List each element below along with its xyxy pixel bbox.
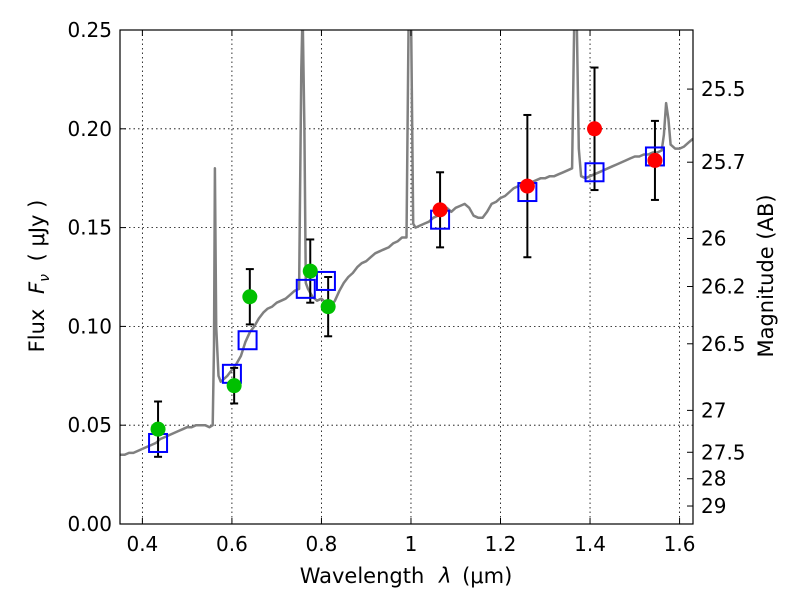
x-tick-label: 0.8: [306, 532, 338, 556]
x-tick-label: 1.2: [485, 532, 517, 556]
model-square-marker: [584, 162, 605, 183]
x-tick-label: 0.4: [126, 532, 158, 556]
observed-point: [519, 178, 535, 194]
y-tick-label: 0.15: [67, 216, 112, 240]
magnitude-tick-label: 25.7: [701, 150, 746, 174]
plot-frame: [119, 29, 694, 525]
x-tick-label: 0.6: [216, 532, 248, 556]
y-tick-label: 0.00: [67, 512, 112, 536]
plot-area: [120, 30, 693, 458]
observed-point: [587, 121, 603, 137]
observed-point: [432, 202, 448, 218]
y-tick-label: 0.25: [67, 18, 112, 42]
magnitude-axis-ticks: 25.5 25.7 26 26.2 26.5 27 27.5 28 29: [687, 77, 746, 518]
magnitude-tick-label: 26.2: [701, 274, 746, 298]
observed-point: [226, 378, 242, 394]
template-spectrum-line: [120, 30, 693, 457]
x-axis-label: Wavelength λ (μm): [300, 564, 513, 588]
observed-point: [302, 263, 318, 279]
observed-point: [647, 152, 663, 168]
x-tick-label: 1: [405, 532, 418, 556]
grid: [120, 29, 693, 525]
magnitude-tick-label: 29: [701, 494, 726, 518]
magnitude-tick-label: 27: [701, 398, 726, 422]
y-tick-label: 0.20: [67, 117, 112, 141]
y-axis-ticks: 0.00 0.05 0.10 0.15 0.20 0.25: [67, 18, 126, 536]
observed-point: [242, 289, 258, 305]
model-square-marker: [315, 270, 336, 291]
magnitude-axis-label: Magnitude (AB): [754, 194, 778, 357]
model-square-marker: [237, 330, 258, 351]
x-tick-label: 1.6: [664, 532, 696, 556]
magnitude-tick-label: 28: [701, 467, 726, 491]
y-tick-label: 0.10: [67, 314, 112, 338]
y-axis-label: Flux Fν ( μJy ): [25, 200, 54, 353]
magnitude-tick-label: 27.5: [701, 440, 746, 464]
magnitude-tick-label: 26: [701, 226, 726, 250]
magnitude-tick-label: 26.5: [701, 332, 746, 356]
model-square-marker: [295, 278, 316, 299]
magnitude-tick-label: 25.5: [701, 77, 746, 101]
observed-circle-markers: [150, 121, 663, 437]
y-tick-label: 0.05: [67, 413, 112, 437]
observed-point: [320, 299, 336, 315]
x-tick-label: 1.4: [574, 532, 606, 556]
observed-point: [150, 421, 166, 437]
x-axis-ticks: 0.4 0.6 0.8 1 1.2 1.4 1.6: [126, 30, 695, 556]
